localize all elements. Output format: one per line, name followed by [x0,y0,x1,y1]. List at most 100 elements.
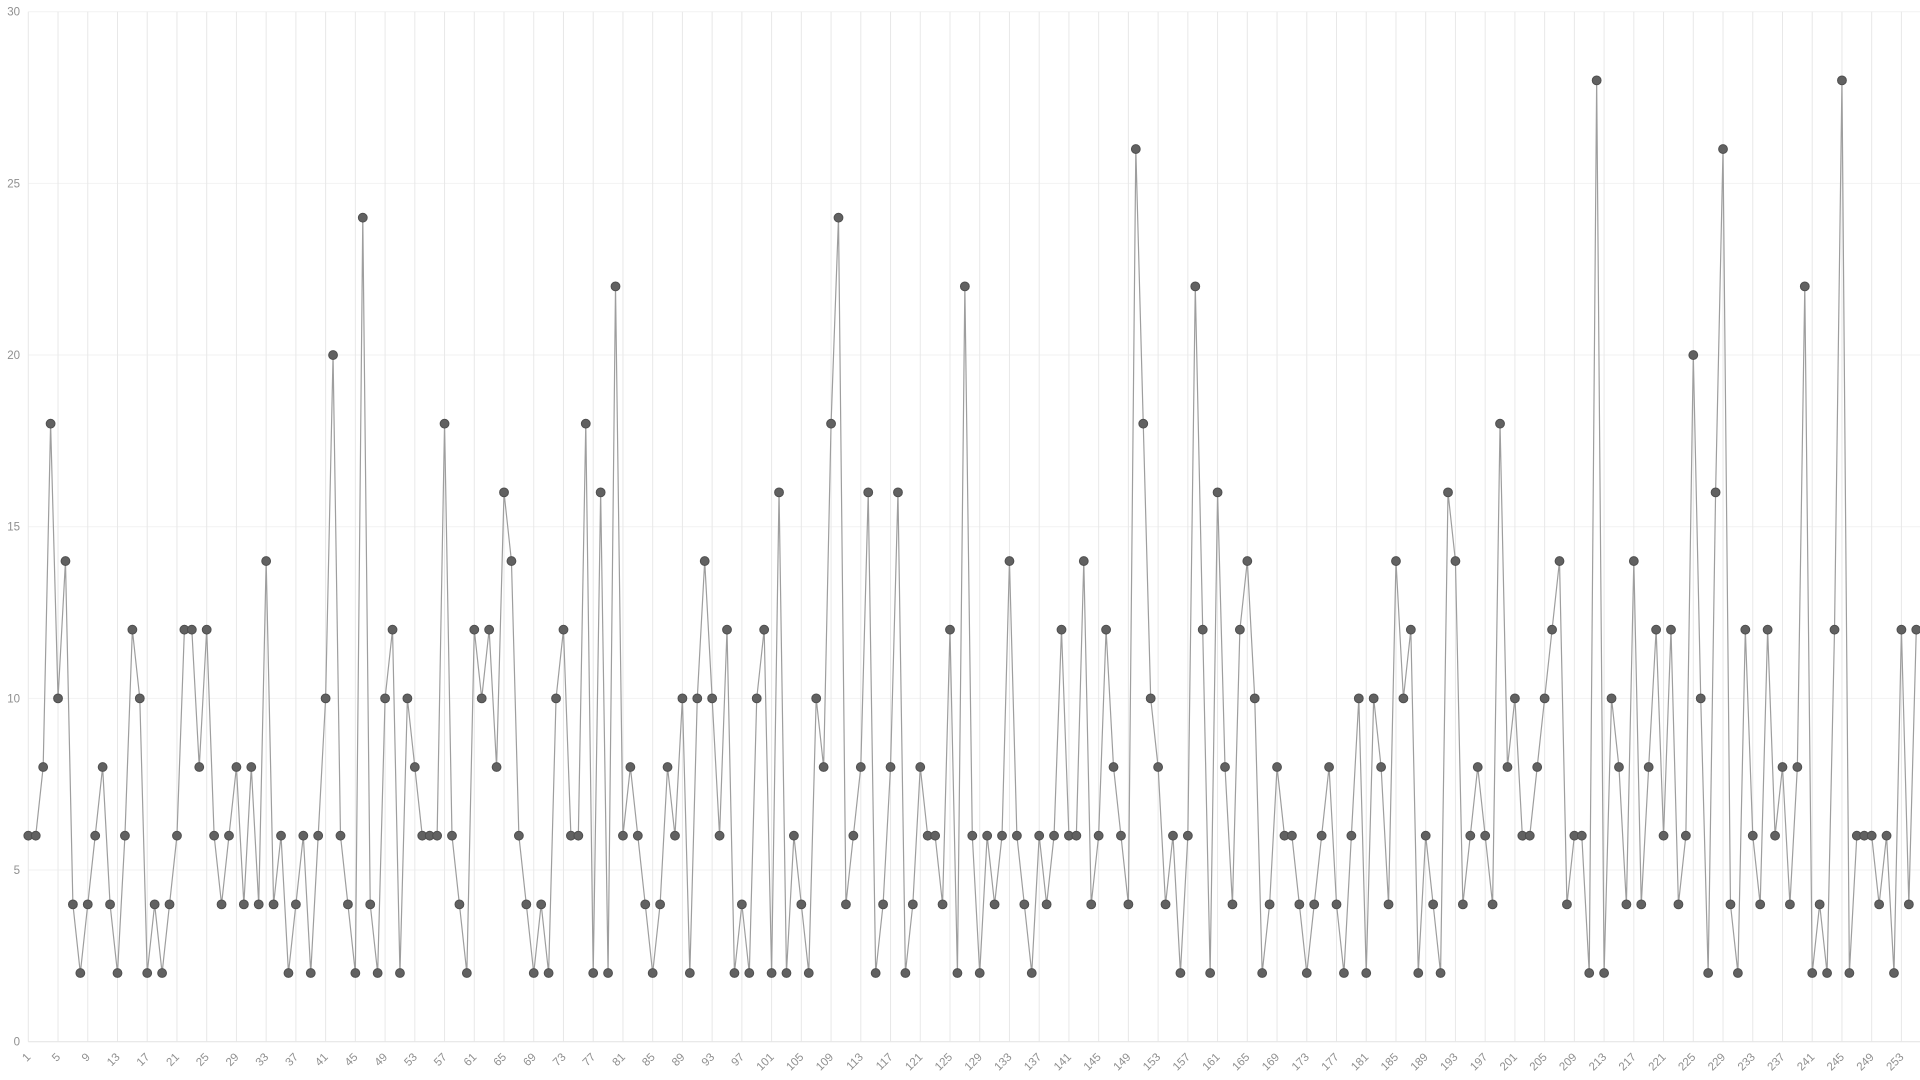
data-point[interactable] [1398,693,1409,704]
data-point[interactable] [1539,693,1550,704]
data-point[interactable] [432,830,443,841]
data-point[interactable] [833,212,844,223]
data-point[interactable] [402,693,413,704]
data-point[interactable] [788,830,799,841]
data-point[interactable] [238,899,249,910]
data-point[interactable] [1272,762,1282,772]
data-point[interactable] [97,762,108,772]
data-point[interactable] [1346,830,1357,841]
data-point[interactable] [1205,968,1216,978]
data-point[interactable] [1792,762,1803,772]
data-point[interactable] [1413,968,1424,978]
data-point[interactable] [1301,968,1312,978]
data-point[interactable] [744,968,755,978]
data-point[interactable] [1116,830,1126,841]
data-point[interactable] [677,693,688,704]
data-point[interactable] [1331,899,1342,910]
data-point[interactable] [328,350,338,360]
data-point[interactable] [1829,624,1840,635]
data-point[interactable] [105,899,115,910]
data-point[interactable] [298,830,309,841]
data-point[interactable] [491,762,502,772]
data-point[interactable] [1443,487,1453,498]
data-point[interactable] [75,968,86,978]
data-point[interactable] [357,212,368,223]
data-point[interactable] [662,762,673,772]
data-point[interactable] [499,487,509,498]
data-point[interactable] [982,830,993,841]
data-point[interactable] [469,624,480,635]
data-point[interactable] [231,762,242,772]
data-point[interactable] [395,968,405,978]
data-point[interactable] [1257,968,1268,978]
data-point[interactable] [1242,556,1253,566]
data-point[interactable] [343,899,353,910]
data-point[interactable] [959,281,970,292]
data-point[interactable] [1837,75,1847,86]
data-point[interactable] [1405,624,1416,635]
data-point[interactable] [774,487,784,498]
data-point[interactable] [937,899,948,910]
data-point[interactable] [655,899,666,910]
data-point[interactable] [1822,968,1832,978]
data-point[interactable] [1896,624,1907,635]
data-point[interactable] [372,968,383,978]
data-point[interactable] [1316,830,1327,841]
data-point[interactable] [1376,762,1387,772]
data-point[interactable] [915,762,926,772]
data-point[interactable] [454,899,465,910]
data-point[interactable] [751,693,762,704]
data-point[interactable] [1420,830,1431,841]
data-point[interactable] [134,693,145,704]
data-point[interactable] [1510,693,1520,704]
data-point[interactable] [870,968,881,978]
data-point[interactable] [1725,899,1736,910]
data-point[interactable] [313,830,324,841]
data-point[interactable] [1324,762,1334,772]
data-point[interactable] [997,830,1007,841]
data-point[interactable] [647,968,658,978]
data-point[interactable] [1881,830,1892,841]
data-point[interactable] [632,830,643,841]
data-point[interactable] [90,830,101,841]
data-point[interactable] [1591,75,1602,86]
data-point[interactable] [766,968,777,978]
data-point[interactable] [320,693,331,704]
data-point[interactable] [1049,830,1059,841]
data-point[interactable] [1123,899,1134,910]
data-point[interactable] [1755,899,1766,910]
data-point[interactable] [1889,968,1899,978]
data-point[interactable] [67,899,78,910]
data-point[interactable] [164,899,175,910]
data-point[interactable] [1264,899,1275,910]
data-point[interactable] [409,762,420,772]
data-point[interactable] [885,762,896,772]
data-point[interactable] [1911,624,1920,635]
data-point[interactable] [1718,144,1728,154]
data-point[interactable] [1197,624,1208,635]
data-point[interactable] [1138,418,1149,429]
data-point[interactable] [127,624,138,635]
data-point[interactable] [1353,693,1364,704]
data-point[interactable] [447,830,457,841]
data-point[interactable] [1465,830,1476,841]
data-point[interactable] [1532,762,1543,772]
data-point[interactable] [930,830,941,841]
data-point[interactable] [1182,830,1193,841]
data-point[interactable] [1034,830,1045,841]
data-point[interactable] [1584,968,1595,978]
data-point[interactable] [201,624,212,635]
data-point[interactable] [1554,556,1565,566]
data-point[interactable] [707,693,718,704]
data-point[interactable] [1710,487,1721,498]
data-point[interactable] [699,556,710,566]
data-point[interactable] [1011,830,1022,841]
data-point[interactable] [246,762,257,772]
data-point[interactable] [1175,968,1186,978]
data-point[interactable] [1227,899,1238,910]
data-point[interactable] [1673,899,1684,910]
data-point[interactable] [551,693,561,704]
data-point[interactable] [1041,899,1052,910]
data-point[interactable] [1762,624,1773,635]
data-point[interactable] [1658,830,1669,841]
